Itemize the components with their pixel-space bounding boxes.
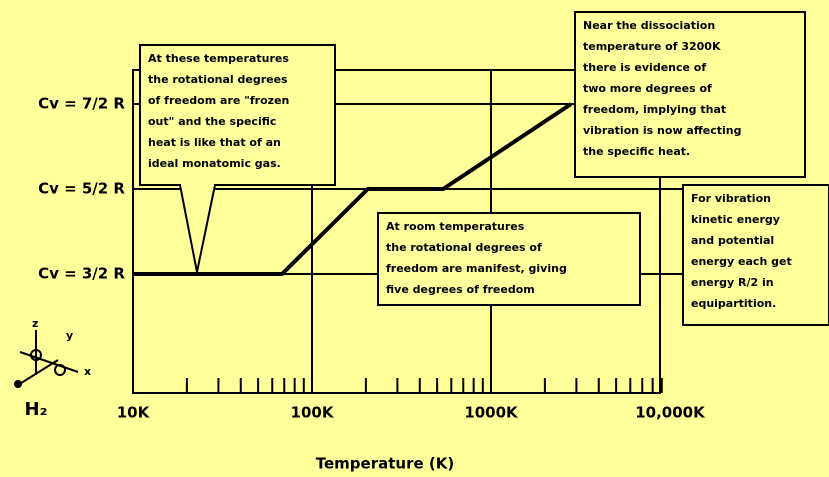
annotation-box <box>682 184 829 326</box>
y-tick-label: Cv = 5/2 R <box>38 180 125 198</box>
y-tick-label: Cv = 7/2 R <box>38 95 125 113</box>
x-tick-label: 100K <box>291 404 335 422</box>
annotation-box <box>377 212 641 306</box>
annotation-text: the rotational degrees <box>148 73 288 86</box>
annotation-text: temperature of 3200K <box>583 40 721 53</box>
axis-icon <box>14 330 79 388</box>
annotation-text: equipartition. <box>691 297 776 310</box>
annotation-text: freedom are manifest, giving <box>386 262 567 275</box>
annotation-text: two more degrees of <box>583 82 712 95</box>
x-axis-label: Temperature (K) <box>316 455 454 473</box>
axis-icon-label: y <box>66 329 73 342</box>
annotation-box <box>574 11 806 178</box>
axis-icon-label: z <box>32 317 38 330</box>
x-tick-label: 10K <box>117 404 151 422</box>
annotation-text: heat is like that of an <box>148 136 281 149</box>
annotation-text: freedom, implying that <box>583 103 726 116</box>
annotation-text: Near the dissociation <box>583 19 715 32</box>
annotation-text: At room temperatures <box>386 220 525 233</box>
y-tick-label: Cv = 3/2 R <box>38 265 125 283</box>
annotation-text: there is evidence of <box>583 61 706 74</box>
x-tick-label: 10,000K <box>635 404 706 422</box>
annotation-text: ideal monatomic gas. <box>148 157 281 170</box>
annotation-text: energy each get <box>691 255 792 268</box>
annotation-text: the rotational degrees of <box>386 241 542 254</box>
annotation-text: vibration is now affecting <box>583 124 742 137</box>
molecule-label: H₂ <box>25 399 48 420</box>
annotation-text: energy R/2 in <box>691 276 774 289</box>
annotation-text: and potential <box>691 234 774 247</box>
annotation-text: For vibration <box>691 192 771 205</box>
data-line <box>133 102 573 276</box>
annotation-text: of freedom are "frozen <box>148 94 289 107</box>
annotation-text: At these temperatures <box>148 52 289 65</box>
annotation-text: out" and the specific <box>148 115 276 128</box>
annotation-text: kinetic energy <box>691 213 780 226</box>
annotation-box <box>139 44 336 186</box>
annotation-text: five degrees of freedom <box>386 283 535 296</box>
axis-icon-label: x <box>84 365 91 378</box>
x-tick-label: 1000K <box>464 404 519 422</box>
annotation-pointer <box>179 184 216 273</box>
annotation-text: the specific heat. <box>583 145 690 158</box>
